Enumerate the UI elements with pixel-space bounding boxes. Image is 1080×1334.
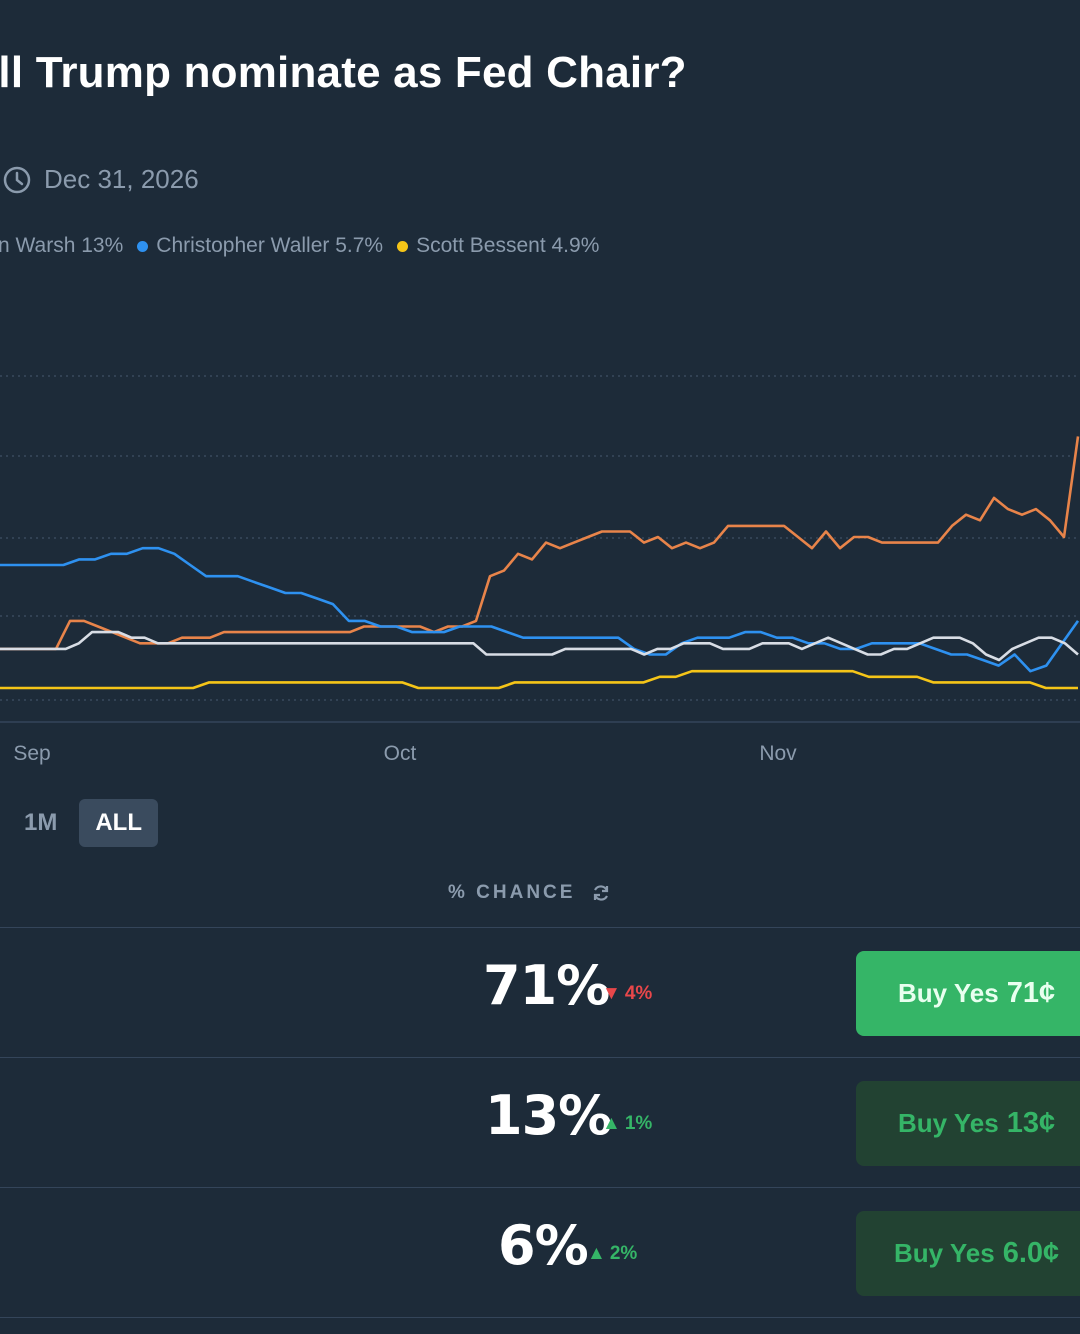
buy-price: 6.0¢ (1002, 1237, 1060, 1269)
buy-yes-button[interactable]: Buy Yes 13¢ (856, 1081, 1080, 1166)
end-date-row: Dec 31, 2026 (2, 164, 199, 195)
row-divider (0, 1317, 1080, 1334)
legend-label: Christopher Waller 5.7% (156, 234, 384, 257)
chance-change-value: 4% (624, 983, 653, 1004)
outcome-row[interactable]: 71% ▼ 4% Buy Yes 71¢ (0, 927, 1080, 1057)
triangle-down-icon: ▼ (602, 983, 621, 1004)
legend-dot (137, 240, 149, 252)
chance-column-header: % CHANCE (448, 882, 611, 904)
refresh-icon[interactable] (591, 883, 611, 903)
chance-label: % CHANCE (448, 882, 576, 903)
legend-dot (397, 240, 409, 252)
legend-item: Christopher Waller 5.7% (137, 234, 383, 258)
buy-label: Buy Yes (894, 1238, 995, 1268)
buy-label: Buy Yes (898, 1108, 999, 1138)
series-line-2 (0, 546, 1080, 673)
range-tab-1m[interactable]: 1M (24, 809, 58, 836)
chance-change-value: 2% (609, 1243, 638, 1264)
chance-change: ▲ 2% (587, 1243, 637, 1265)
range-tabs: 1M ALL (8, 799, 158, 847)
series-line-4 (0, 669, 1078, 690)
legend-item: n Warsh 13% (0, 234, 123, 258)
chance-change: ▲ 1% (602, 1113, 652, 1135)
buy-price: 71¢ (1006, 977, 1056, 1009)
buy-yes-button[interactable]: Buy Yes 71¢ (856, 951, 1080, 1036)
legend-label: n Warsh 13% (0, 234, 124, 257)
series-line-1 (0, 436, 1080, 651)
legend-item: Scott Bessent 4.9% (397, 234, 599, 258)
x-tick-label: Nov (759, 742, 797, 765)
chart-legend: n Warsh 13% Christopher Waller 5.7% Scot… (0, 234, 613, 258)
market-title: ill Trump nominate as Fed Chair? (0, 48, 687, 97)
chance-change: ▼ 4% (602, 983, 652, 1005)
end-date: Dec 31, 2026 (44, 164, 199, 194)
chance-change-value: 1% (624, 1113, 653, 1134)
x-tick-label: Sep (13, 742, 50, 765)
x-tick-label: Oct (384, 742, 417, 765)
range-tab-all[interactable]: ALL (79, 799, 158, 847)
triangle-up-icon: ▲ (587, 1243, 606, 1264)
buy-label: Buy Yes (898, 978, 999, 1008)
outcome-chance: 71% (483, 954, 610, 1017)
outcome-chance: 13% (485, 1084, 612, 1147)
outcome-row[interactable]: 6% ▲ 2% Buy Yes 6.0¢ (0, 1187, 1080, 1317)
legend-label: Scott Bessent 4.9% (416, 234, 600, 257)
clock-icon (3, 166, 31, 193)
series-line-3 (0, 630, 1079, 662)
outcome-row[interactable]: 13% ▲ 1% Buy Yes 13¢ (0, 1057, 1080, 1187)
buy-yes-button[interactable]: Buy Yes 6.0¢ (856, 1211, 1080, 1296)
outcome-chance: 6% (498, 1214, 589, 1277)
buy-price: 13¢ (1006, 1107, 1056, 1139)
triangle-up-icon: ▲ (602, 1113, 621, 1134)
price-history-chart[interactable]: Sep Oct Nov (0, 290, 1080, 780)
